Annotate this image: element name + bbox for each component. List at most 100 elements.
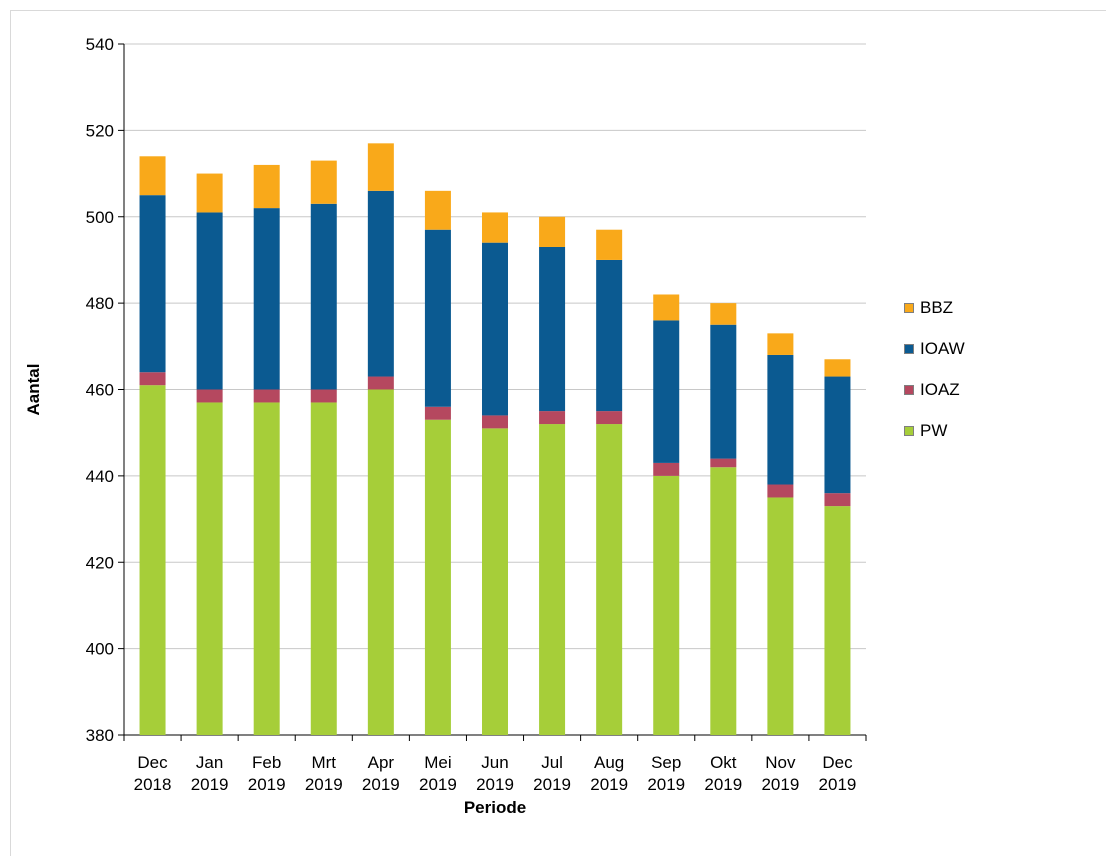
- bar-ioaw: [596, 259, 623, 412]
- bar-ioaw: [367, 190, 394, 377]
- legend-item-ioaw: IOAW: [904, 328, 965, 369]
- legend-label: PW: [920, 420, 948, 440]
- legend-item-ioaz: IOAZ: [904, 369, 965, 410]
- bar-pw: [253, 402, 280, 735]
- y-tick-label: 380: [86, 726, 114, 745]
- x-tick-label: Apr: [368, 753, 395, 772]
- bar-bbz: [367, 143, 394, 191]
- y-tick-label: 520: [86, 121, 114, 140]
- y-tick-label: 400: [86, 640, 114, 659]
- y-axis-title: Aantal: [24, 364, 43, 416]
- bar-bbz: [767, 333, 794, 355]
- x-tick-label: Feb: [252, 753, 281, 772]
- bar-ioaz: [596, 411, 623, 425]
- bar-ioaz: [653, 462, 680, 476]
- x-tick-label: 2019: [819, 775, 857, 794]
- x-tick-label: 2019: [362, 775, 400, 794]
- x-tick-label: Dec: [137, 753, 168, 772]
- x-tick-label: 2019: [533, 775, 571, 794]
- y-tick-label: 460: [86, 381, 114, 400]
- x-tick-label: Jan: [196, 753, 223, 772]
- bar-ioaw: [253, 208, 280, 390]
- x-tick-label: Nov: [765, 753, 796, 772]
- bar-bbz: [139, 156, 166, 196]
- bar-pw: [310, 402, 337, 735]
- x-tick-label: 2019: [191, 775, 229, 794]
- x-tick-label: 2019: [248, 775, 286, 794]
- bar-bbz: [424, 190, 451, 230]
- bar-bbz: [653, 294, 680, 321]
- x-tick-label: 2019: [704, 775, 742, 794]
- x-tick-label: 2019: [647, 775, 685, 794]
- bar-ioaw: [710, 324, 737, 459]
- x-tick-label: 2019: [590, 775, 628, 794]
- bar-bbz: [196, 173, 223, 213]
- bar-pw: [539, 424, 566, 735]
- bar-ioaz: [710, 458, 737, 468]
- y-tick-label: 500: [86, 208, 114, 227]
- chart-frame: [10, 10, 1106, 856]
- y-tick-label: 440: [86, 467, 114, 486]
- bar-pw: [482, 428, 508, 735]
- legend-label: IOAZ: [920, 379, 960, 399]
- bar-bbz: [482, 212, 508, 243]
- bar-ioaw: [424, 229, 451, 407]
- x-tick-label: Okt: [710, 753, 737, 772]
- bar-pw: [596, 424, 623, 735]
- bar-ioaw: [539, 246, 566, 412]
- legend-swatch: [904, 425, 914, 436]
- y-tick-label: 420: [86, 553, 114, 572]
- bar-ioaz: [424, 406, 451, 420]
- x-tick-label: Mrt: [311, 753, 336, 772]
- y-tick-label: 480: [86, 294, 114, 313]
- x-tick-label: Dec: [822, 753, 853, 772]
- bar-ioaw: [310, 203, 337, 390]
- bar-ioaw: [482, 242, 508, 416]
- x-tick-label: 2019: [761, 775, 799, 794]
- x-tick-label: 2019: [419, 775, 457, 794]
- bar-ioaw: [653, 320, 680, 463]
- bar-pw: [424, 419, 451, 735]
- legend-label: BBZ: [920, 297, 954, 317]
- x-axis-title: Periode: [464, 798, 526, 817]
- bar-bbz: [253, 164, 280, 209]
- legend-item-pw: PW: [904, 410, 965, 451]
- bar-ioaw: [139, 195, 166, 373]
- bar-ioaz: [482, 415, 508, 429]
- bar-bbz: [310, 160, 337, 204]
- legend-item-bbz: BBZ: [904, 287, 965, 328]
- bar-ioaz: [139, 372, 166, 386]
- bar-ioaz: [539, 411, 566, 425]
- bar-pw: [767, 497, 794, 735]
- legend-swatch: [904, 343, 914, 354]
- bar-ioaz: [310, 389, 337, 403]
- legend: BBZ IOAW IOAZ PW: [904, 287, 965, 451]
- bar-ioaz: [253, 389, 280, 403]
- x-tick-label: Mei: [424, 753, 451, 772]
- x-tick-label: 2018: [134, 775, 172, 794]
- legend-swatch: [904, 384, 914, 395]
- x-tick-label: 2019: [305, 775, 343, 794]
- bar-pw: [196, 402, 223, 735]
- bar-bbz: [710, 303, 737, 325]
- x-tick-label: 2019: [476, 775, 514, 794]
- bar-bbz: [539, 216, 566, 247]
- bar-pw: [824, 506, 851, 735]
- bar-bbz: [596, 229, 623, 260]
- bar-bbz: [824, 359, 851, 377]
- legend-label: IOAW: [920, 338, 965, 358]
- bar-ioaw: [196, 212, 223, 390]
- x-tick-label: Aug: [594, 753, 624, 772]
- y-tick-label: 540: [86, 35, 114, 54]
- x-tick-label: Jun: [481, 753, 508, 772]
- bar-pw: [653, 475, 680, 735]
- legend-swatch: [904, 302, 914, 313]
- bar-ioaz: [196, 389, 223, 403]
- bar-ioaz: [824, 493, 851, 507]
- bar-ioaw: [824, 376, 851, 494]
- bar-ioaz: [767, 484, 794, 498]
- x-tick-label: Jul: [541, 753, 563, 772]
- bar-ioaz: [367, 376, 394, 390]
- bar-pw: [139, 385, 166, 735]
